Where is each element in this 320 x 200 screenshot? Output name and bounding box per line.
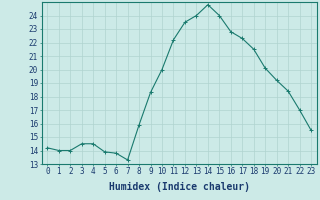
- X-axis label: Humidex (Indice chaleur): Humidex (Indice chaleur): [109, 182, 250, 192]
